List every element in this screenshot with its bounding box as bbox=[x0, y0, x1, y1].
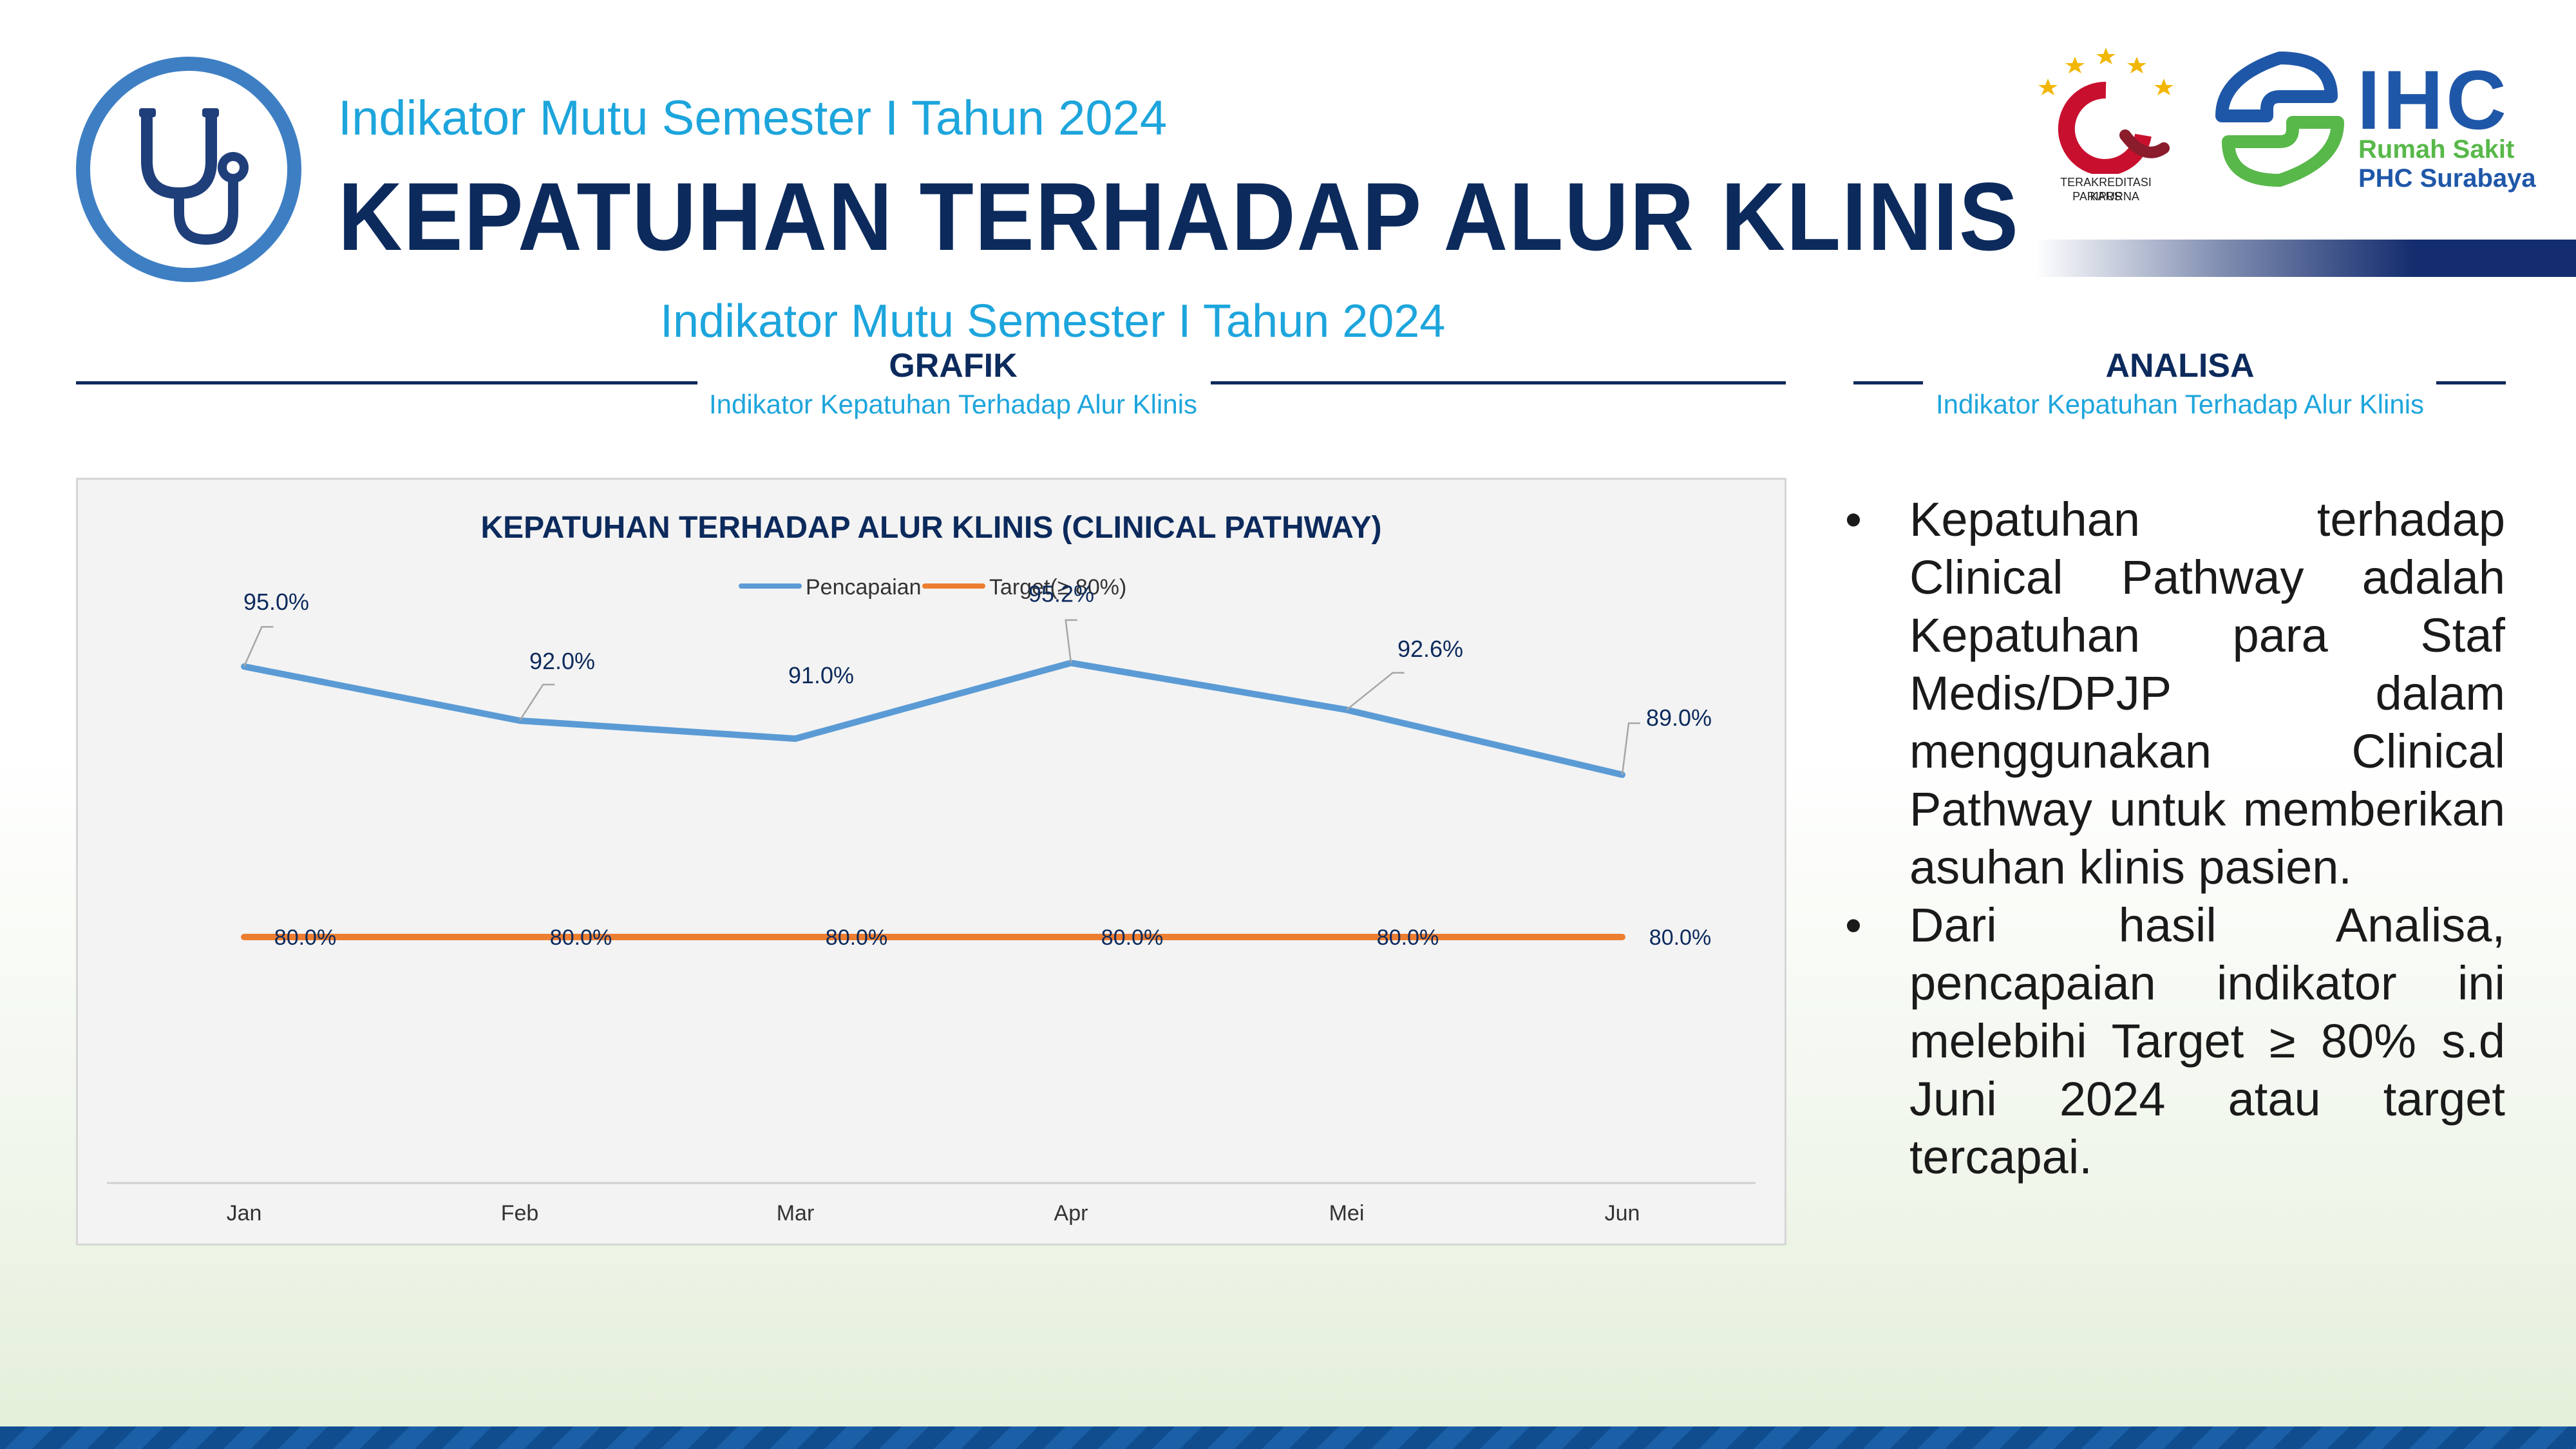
stethoscope-icon bbox=[139, 108, 249, 245]
divider-left-2 bbox=[1211, 381, 1786, 384]
data-label-pencapaian: 92.6% bbox=[1397, 636, 1463, 662]
legend-label-2: Target(≥ 80%) bbox=[989, 575, 1126, 600]
x-tick-label: Jun bbox=[1605, 1201, 1640, 1226]
data-label-pencapaian: 92.0% bbox=[529, 648, 595, 674]
divider-left-1 bbox=[76, 381, 697, 384]
analisa-heading: ANALISA bbox=[2105, 347, 2255, 384]
ihc-line-2: PHC Surabaya bbox=[2358, 164, 2536, 193]
grafik-subheading: Indikator Kepatuhan Terhadap Alur Klinis bbox=[708, 389, 1198, 419]
kars-logo: TERAKREDITASI PARIPURNA KARS bbox=[2029, 39, 2183, 206]
page-title: KEPATUHAN TERHADAP ALUR KLINIS bbox=[338, 162, 2020, 270]
stethoscope-logo bbox=[76, 57, 301, 282]
kars-caption-sub: KARS bbox=[2090, 190, 2122, 203]
series-line-1 bbox=[241, 659, 1625, 778]
analisa-subheading: Indikator Kepatuhan Terhadap Alur Klinis bbox=[1935, 389, 2425, 419]
analysis-bullet-2: Dari hasil Analisa, pencapaian indikator… bbox=[1845, 896, 2505, 1186]
footer-band bbox=[0, 1426, 2576, 1449]
data-label-pencapaian: 91.0% bbox=[788, 662, 854, 688]
data-label-target: 80.0% bbox=[550, 925, 612, 950]
legend-label-1: Pencapaian bbox=[806, 575, 922, 600]
data-label-target: 80.0% bbox=[274, 925, 336, 950]
kars-caption: TERAKREDITASI PARIPURNA bbox=[2060, 176, 2152, 203]
chart-title: KEPATUHAN TERHADAP ALUR KLINIS (CLINICAL… bbox=[480, 511, 1381, 545]
x-tick-label: Apr bbox=[1054, 1201, 1088, 1226]
data-label-leader bbox=[1065, 619, 1077, 663]
data-label-pencapaian: 89.0% bbox=[1646, 705, 1712, 731]
x-tick-label: Mei bbox=[1329, 1201, 1365, 1226]
x-tick-label: Mar bbox=[777, 1201, 815, 1226]
kars-emblem-icon bbox=[2038, 48, 2174, 176]
data-label-leader bbox=[1621, 722, 1640, 775]
ihc-leaf-icon bbox=[2215, 52, 2344, 187]
data-label-target: 80.0% bbox=[1377, 925, 1439, 950]
chart-card: KEPATUHAN TERHADAP ALUR KLINIS (CLINICAL… bbox=[76, 478, 1786, 1245]
header-subtitle: Indikator Mutu Semester I Tahun 2024 bbox=[338, 91, 1168, 146]
data-label-leader bbox=[1346, 672, 1405, 711]
ihc-wordmark: IHC bbox=[2357, 53, 2509, 147]
divider-right-1 bbox=[1853, 381, 1923, 384]
line-chart: KEPATUHAN TERHADAP ALUR KLINIS (CLINICAL… bbox=[107, 511, 1756, 1226]
divider-right-2 bbox=[2436, 381, 2506, 384]
data-label-pencapaian: 95.2% bbox=[1028, 580, 1094, 607]
x-tick-label: Jan bbox=[227, 1201, 262, 1226]
ihc-line-1: Rumah Sakit bbox=[2358, 135, 2515, 164]
data-label-target: 80.0% bbox=[1649, 925, 1711, 950]
data-label-leader bbox=[518, 683, 555, 721]
x-tick-label: Feb bbox=[501, 1201, 539, 1226]
grafik-heading: GRAFIK bbox=[889, 347, 1018, 384]
data-label-pencapaian: 95.0% bbox=[243, 589, 309, 615]
analysis-bullet-1: Kepatuhan terhadap Clinical Pathway adal… bbox=[1845, 491, 2505, 896]
header-accent-bar bbox=[2035, 240, 2576, 277]
analysis-list: Kepatuhan terhadap Clinical Pathway adal… bbox=[1845, 491, 2505, 1186]
data-label-target: 80.0% bbox=[826, 925, 887, 950]
data-label-target: 80.0% bbox=[1101, 925, 1163, 950]
grafik-subtitle: Indikator Mutu Semester I Tahun 2024 bbox=[660, 296, 1446, 347]
data-label-leader bbox=[243, 626, 274, 667]
ihc-logo: IHC Rumah Sakit PHC Surabaya bbox=[2209, 52, 2544, 200]
